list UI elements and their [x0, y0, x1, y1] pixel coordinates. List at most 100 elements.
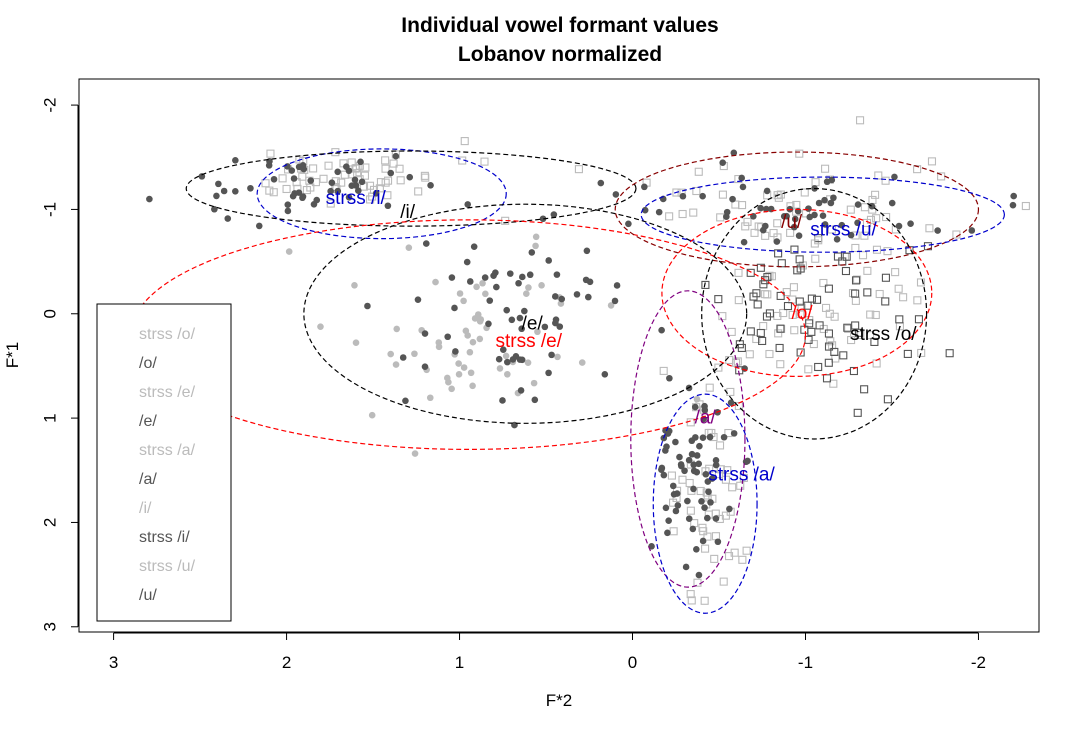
data-point — [348, 182, 356, 190]
data-point — [444, 333, 451, 341]
data-point — [420, 171, 429, 180]
data-point — [903, 349, 912, 358]
data-point — [670, 491, 678, 498]
y-tick-label: 2 — [40, 518, 59, 527]
data-point — [708, 475, 716, 482]
data-point — [907, 220, 914, 227]
data-point — [753, 300, 762, 309]
data-point — [746, 268, 755, 277]
data-point — [396, 176, 405, 185]
data-point — [664, 529, 671, 537]
data-point — [863, 288, 872, 297]
data-point — [473, 283, 480, 291]
data-point — [775, 343, 784, 353]
data-point — [463, 258, 471, 266]
data-point — [807, 294, 816, 303]
data-point — [211, 205, 218, 213]
data-point — [881, 176, 890, 185]
data-point — [699, 527, 708, 536]
data-point — [791, 215, 799, 223]
data-point — [858, 251, 868, 260]
data-point — [838, 257, 847, 266]
data-point — [551, 293, 559, 300]
data-point — [730, 149, 738, 157]
data-point — [387, 169, 395, 177]
data-point — [701, 633, 708, 640]
legend-entry: strss /o/ — [139, 326, 196, 343]
data-point — [945, 349, 954, 358]
data-point — [641, 206, 649, 214]
ellipse-7 — [701, 187, 928, 440]
data-point — [688, 450, 696, 458]
data-point — [811, 254, 820, 263]
data-point — [466, 348, 474, 356]
data-point — [284, 201, 292, 209]
data-point — [809, 339, 818, 349]
data-point — [730, 430, 738, 437]
vowel-label-0: strss /i/ — [326, 188, 387, 209]
data-point — [827, 225, 836, 234]
data-point — [340, 170, 349, 179]
data-point — [851, 296, 860, 305]
data-point — [499, 346, 507, 353]
data-point — [515, 279, 522, 287]
data-point — [460, 297, 467, 305]
data-point — [1021, 201, 1030, 211]
data-point — [421, 330, 429, 337]
data-point — [765, 349, 774, 359]
data-point — [871, 190, 880, 199]
data-point — [334, 187, 342, 195]
data-point — [881, 297, 890, 306]
data-point — [368, 411, 376, 419]
data-point — [693, 578, 702, 587]
data-point — [866, 310, 875, 319]
data-point — [762, 205, 770, 213]
data-point — [693, 468, 701, 476]
data-point — [830, 347, 839, 356]
x-tick-label: -2 — [971, 653, 986, 672]
data-point — [790, 326, 799, 335]
data-point — [686, 418, 695, 427]
plot-area: strss /i/ /i/ /e/strss /e/ /u/strss /u/ /o/s… — [130, 116, 1030, 640]
data-point — [455, 370, 463, 378]
data-point — [763, 290, 772, 299]
data-point — [883, 395, 892, 404]
data-point — [674, 502, 682, 509]
data-point — [738, 555, 747, 564]
data-point — [402, 397, 409, 405]
y-axis-label: F*1 — [3, 342, 22, 368]
ellipse-2 — [303, 203, 748, 424]
data-point — [914, 315, 923, 324]
data-point — [790, 223, 798, 231]
series-2 — [285, 233, 701, 457]
data-point — [534, 328, 541, 336]
data-point — [720, 433, 728, 441]
data-point — [727, 399, 735, 406]
data-point — [758, 336, 767, 346]
data-point — [317, 323, 324, 330]
data-point — [718, 190, 727, 199]
data-point — [406, 173, 414, 181]
data-point — [891, 268, 900, 277]
data-point — [795, 232, 803, 240]
data-point — [745, 350, 754, 359]
data-point — [699, 537, 707, 545]
vowel-label-4: /u/ — [781, 212, 803, 233]
data-point — [851, 289, 860, 298]
data-point — [806, 213, 814, 221]
data-point — [504, 358, 511, 366]
data-point — [856, 331, 865, 340]
data-point — [278, 174, 287, 183]
data-point — [414, 187, 423, 196]
data-point — [875, 289, 884, 299]
data-point — [821, 196, 828, 204]
data-point — [687, 596, 696, 605]
data-point — [851, 321, 860, 330]
data-point — [699, 192, 706, 200]
data-point — [726, 505, 733, 513]
data-point — [476, 335, 484, 343]
data-point — [1009, 201, 1017, 209]
data-point — [503, 306, 511, 314]
data-point — [685, 456, 693, 464]
data-point — [681, 467, 688, 475]
